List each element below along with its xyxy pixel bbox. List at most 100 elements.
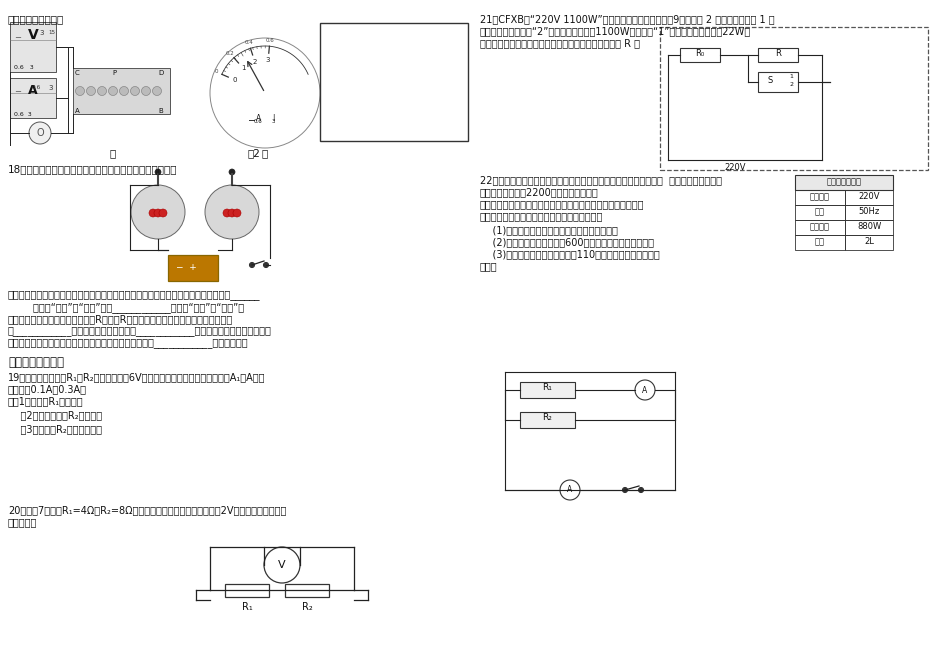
- Text: 与____________的关系；实验中通过观察____________来比较电阾丝发热量的多少；: 与____________的关系；实验中通过观察____________来比较电…: [8, 326, 272, 336]
- Bar: [10, 78, 56, 118]
- Text: A: A: [75, 108, 80, 114]
- Circle shape: [154, 209, 162, 217]
- Text: （虚线框内为电饭堡的简易原理示意图）求：串联电阾 R 的: （虚线框内为电饭堡的简易原理示意图）求：串联电阾 R 的: [480, 38, 640, 48]
- Circle shape: [233, 209, 241, 217]
- Text: V: V: [278, 560, 286, 570]
- Circle shape: [108, 86, 118, 96]
- Bar: [520, 382, 575, 398]
- Text: （2）：通过电阾R₂的电流；: （2）：通过电阾R₂的电流；: [8, 410, 103, 420]
- Circle shape: [229, 169, 235, 175]
- Text: −: −: [14, 33, 21, 42]
- Bar: [285, 584, 329, 597]
- Bar: [680, 48, 720, 62]
- Text: 频率: 频率: [815, 207, 825, 216]
- Bar: [320, 23, 468, 141]
- Text: 的铭牌如图所示，某一天小明在家里用电热水壶烧开水，电热水: 的铭牌如图所示，某一天小明在家里用电热水壶烧开水，电热水: [480, 199, 644, 209]
- Text: 3: 3: [48, 85, 52, 91]
- Text: (1)这个电热水壶正常工作时的电阾为多少欧？: (1)这个电热水壶正常工作时的电阾为多少欧？: [480, 225, 618, 235]
- Text: 880W: 880W: [857, 222, 882, 231]
- Bar: [795, 205, 845, 220]
- Text: 多大？: 多大？: [480, 261, 498, 271]
- Bar: [845, 205, 893, 220]
- Text: 甲: 甲: [110, 148, 116, 158]
- Text: V: V: [28, 28, 38, 42]
- Text: 15: 15: [48, 30, 55, 35]
- Circle shape: [560, 480, 580, 500]
- Text: R₀: R₀: [695, 48, 705, 58]
- Text: 数分别为0.1A和0.3A，: 数分别为0.1A和0.3A，: [8, 384, 87, 394]
- Text: （选填“相等”或“不等”）的____________（选填“同种”或“不同”）: （选填“相等”或“不等”）的____________（选填“同种”或“不同”）: [8, 302, 244, 313]
- Text: 如图是小明探究电流产生的热量与哪些因素有关的装置：在两个相同的烧瓶中装有质量______: 如图是小明探究电流产生的热量与哪些因素有关的装置：在两个相同的烧瓶中装有质量__…: [8, 290, 260, 300]
- Circle shape: [264, 547, 300, 583]
- Text: P: P: [112, 70, 116, 76]
- Circle shape: [86, 86, 96, 96]
- Bar: [845, 220, 893, 235]
- Text: 电流表指针的位置。: 电流表指针的位置。: [8, 14, 65, 24]
- Text: R₂: R₂: [302, 602, 313, 612]
- Bar: [758, 48, 798, 62]
- Circle shape: [98, 86, 106, 96]
- Text: D: D: [158, 70, 163, 76]
- Text: 22、随着生活水平的提高，家用电器在日常生活中已不可缺少。小明  家所有家用电器正常: 22、随着生活水平的提高，家用电器在日常生活中已不可缺少。小明 家所有家用电器正…: [480, 175, 722, 185]
- Text: 如果所用液体仅水或煎油，为使实验现象明显些，应选择____________来进行实验，: 如果所用液体仅水或煎油，为使实验现象明显些，应选择____________来进行…: [8, 338, 249, 348]
- Circle shape: [149, 209, 157, 217]
- Text: （3）：电阾R₂的发热功率？: （3）：电阾R₂的发热功率？: [8, 424, 102, 434]
- Text: 0: 0: [233, 77, 237, 83]
- Text: (2)这个电热水壶正常工作600秒所消耗的电能为多少焦？: (2)这个电热水壶正常工作600秒所消耗的电能为多少焦？: [480, 237, 654, 247]
- Text: R₂: R₂: [542, 413, 552, 421]
- Text: A: A: [642, 385, 648, 395]
- Text: 2: 2: [253, 58, 257, 64]
- Bar: [795, 220, 845, 235]
- Text: 求（1）：电阾R₁的阾値；: 求（1）：电阾R₁的阾値；: [8, 396, 84, 406]
- Circle shape: [228, 209, 236, 217]
- Text: 0.6: 0.6: [32, 85, 41, 90]
- Text: 20、如图7所示，R₁=4Ω，R₂=8Ω，接在电源上时，电压表的示数为2V，求电路消耗的总功: 20、如图7所示，R₁=4Ω，R₂=8Ω，接在电源上时，电压表的示数为2V，求电…: [8, 505, 286, 515]
- Circle shape: [75, 86, 85, 96]
- Circle shape: [130, 86, 140, 96]
- Text: |: |: [272, 114, 275, 121]
- Circle shape: [635, 380, 655, 400]
- Text: C: C: [75, 70, 80, 76]
- Text: 21、CFXB型“220V 1100W”电饭堡有两档开关，如右图9所示。档 2 是高温烧煮；档 1 是: 21、CFXB型“220V 1100W”电饭堡有两档开关，如右图9所示。档 2 …: [480, 14, 774, 24]
- Text: 220V: 220V: [724, 163, 746, 172]
- Circle shape: [120, 86, 128, 96]
- Text: 1: 1: [241, 65, 245, 71]
- Circle shape: [638, 488, 643, 492]
- Text: 簗饭、保温。当接档“2”时，电路的功率为1100W；当接档“1”时，电路的总功率为22W。: 簗饭、保温。当接档“2”时，电路的功率为1100W；当接档“1”时，电路的总功率…: [480, 26, 751, 36]
- Bar: [10, 22, 56, 72]
- Circle shape: [210, 38, 320, 148]
- Bar: [845, 235, 893, 250]
- Text: O: O: [36, 128, 44, 138]
- Circle shape: [263, 263, 269, 267]
- Text: R₁: R₁: [241, 602, 253, 612]
- Text: 额定电压: 额定电压: [810, 192, 830, 201]
- Text: −  +: − +: [176, 263, 197, 272]
- Text: 1: 1: [789, 74, 793, 79]
- Bar: [225, 584, 269, 597]
- Text: 2: 2: [789, 82, 793, 87]
- Circle shape: [153, 86, 162, 96]
- Text: 四、计算或探究题: 四、计算或探究题: [8, 356, 64, 369]
- Text: 图2: 图2: [248, 148, 261, 158]
- Text: 2L: 2L: [864, 237, 874, 246]
- Text: 0.6: 0.6: [266, 38, 275, 43]
- Circle shape: [250, 263, 255, 267]
- Bar: [758, 72, 798, 92]
- Circle shape: [205, 185, 259, 239]
- Text: 壶能正常工作。已知电热水壶的阾値不变，求：: 壶能正常工作。已知电热水壶的阾値不变，求：: [480, 211, 603, 221]
- Text: 0: 0: [215, 70, 219, 74]
- Text: 18、在研究通电导体放出的热量跟哪些因素有关的实验中，: 18、在研究通电导体放出的热量跟哪些因素有关的实验中，: [8, 164, 178, 174]
- Text: 0.4: 0.4: [244, 40, 253, 45]
- Text: A: A: [567, 486, 573, 494]
- Bar: [73, 68, 170, 114]
- Bar: [520, 412, 575, 428]
- Bar: [845, 190, 893, 205]
- Text: 220V: 220V: [858, 192, 880, 201]
- Bar: [795, 175, 893, 190]
- Text: A: A: [28, 84, 38, 97]
- Text: 液体，瓶中各放置一根电阾丝，且R甲大于R乙，这样的装置可以研究电流产生的热量: 液体，瓶中各放置一根电阾丝，且R甲大于R乙，这样的装置可以研究电流产生的热量: [8, 314, 234, 324]
- Bar: [168, 255, 218, 281]
- Text: 容积: 容积: [815, 237, 825, 246]
- Text: R₁: R₁: [542, 383, 552, 391]
- Text: R: R: [775, 48, 781, 58]
